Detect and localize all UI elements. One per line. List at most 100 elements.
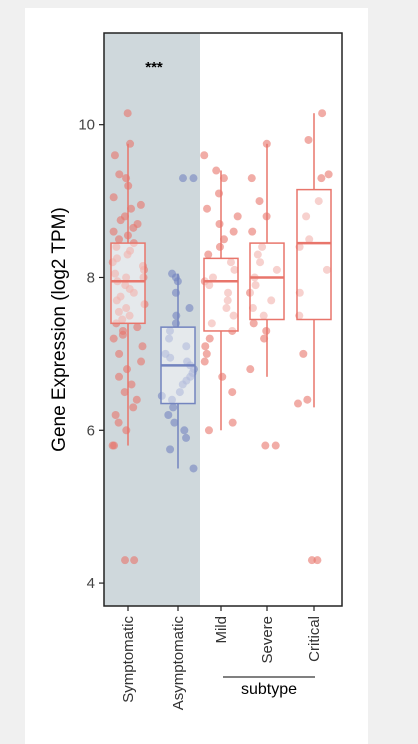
data-point bbox=[200, 151, 209, 160]
data-point bbox=[256, 258, 265, 267]
data-point bbox=[109, 334, 118, 343]
data-point bbox=[303, 395, 312, 404]
data-point bbox=[233, 212, 242, 221]
box-body bbox=[110, 242, 146, 325]
data-point bbox=[115, 349, 124, 358]
data-point bbox=[259, 311, 268, 320]
data-point bbox=[127, 380, 136, 389]
box-symptomatic bbox=[110, 143, 146, 446]
data-point bbox=[129, 288, 138, 297]
data-point bbox=[178, 380, 187, 389]
data-point bbox=[172, 311, 181, 320]
data-point bbox=[189, 464, 198, 473]
data-point bbox=[109, 193, 118, 202]
data-point bbox=[137, 357, 146, 366]
data-point bbox=[114, 307, 123, 316]
data-point bbox=[267, 296, 276, 305]
data-point bbox=[260, 334, 269, 343]
box-body bbox=[203, 257, 239, 332]
data-point bbox=[229, 227, 238, 236]
data-point bbox=[258, 242, 267, 251]
data-point bbox=[203, 204, 212, 213]
data-point bbox=[317, 174, 326, 183]
data-point bbox=[219, 174, 228, 183]
data-point bbox=[218, 372, 227, 381]
data-point bbox=[130, 556, 139, 565]
data-point bbox=[223, 296, 232, 305]
data-point bbox=[118, 330, 127, 339]
significance-annotation: *** bbox=[145, 59, 163, 76]
y-tick-label: 10 bbox=[78, 117, 95, 134]
data-point bbox=[205, 334, 214, 343]
data-point bbox=[112, 242, 121, 251]
data-point bbox=[271, 441, 280, 450]
data-point bbox=[322, 265, 331, 274]
data-point bbox=[253, 250, 262, 259]
box-severe bbox=[249, 143, 285, 377]
data-point bbox=[204, 426, 213, 435]
box-mild bbox=[203, 170, 239, 431]
data-point bbox=[157, 391, 166, 400]
data-point bbox=[114, 418, 123, 427]
data-point bbox=[133, 323, 142, 332]
data-point bbox=[249, 319, 258, 328]
data-point bbox=[299, 349, 308, 358]
data-point bbox=[166, 353, 175, 362]
data-point bbox=[175, 388, 184, 397]
data-point bbox=[122, 304, 131, 313]
data-point bbox=[222, 304, 231, 313]
data-point bbox=[230, 265, 239, 274]
data-point bbox=[115, 170, 124, 179]
data-point bbox=[261, 441, 270, 450]
x-tick-label-mild: Mild bbox=[213, 616, 230, 644]
data-point bbox=[122, 273, 131, 282]
data-point bbox=[313, 556, 322, 565]
data-point bbox=[185, 304, 194, 313]
data-point bbox=[229, 311, 238, 320]
y-axis-title: Gene Expression (log2 TPM) bbox=[49, 207, 70, 452]
data-point bbox=[248, 304, 257, 313]
data-point bbox=[123, 250, 132, 259]
data-point bbox=[164, 411, 173, 419]
data-point bbox=[122, 426, 131, 435]
y-tick-label: 6 bbox=[87, 422, 95, 439]
data-point bbox=[215, 242, 224, 251]
data-point bbox=[302, 212, 311, 221]
data-point bbox=[182, 342, 191, 351]
box-body bbox=[249, 242, 285, 321]
data-point bbox=[168, 395, 177, 404]
data-point bbox=[228, 388, 237, 397]
data-point bbox=[294, 399, 303, 408]
data-point bbox=[314, 197, 323, 206]
data-point bbox=[182, 433, 191, 442]
data-point bbox=[318, 109, 327, 118]
box-plot: 4 6 8 10 Symptomatic Asymptomatic Mild Severe Cr… bbox=[49, 32, 343, 711]
data-point bbox=[178, 174, 187, 183]
data-point bbox=[120, 388, 129, 397]
data-point bbox=[138, 342, 147, 351]
data-point bbox=[129, 403, 138, 412]
y-tick-label: 8 bbox=[87, 269, 95, 286]
plot-card: 4 6 8 10 Symptomatic Asymptomatic Mild Severe Cr… bbox=[25, 8, 368, 744]
data-point bbox=[122, 174, 131, 183]
x-tick-label-asymptomatic: Asymptomatic bbox=[170, 616, 187, 711]
data-point bbox=[112, 296, 121, 305]
data-point bbox=[180, 426, 189, 435]
data-point bbox=[251, 281, 260, 290]
box-body bbox=[296, 188, 332, 321]
data-point bbox=[111, 411, 120, 419]
data-point bbox=[170, 418, 179, 427]
data-point bbox=[304, 135, 313, 144]
data-point bbox=[219, 235, 228, 244]
data-point bbox=[214, 189, 223, 198]
data-point bbox=[121, 556, 130, 565]
data-point bbox=[215, 220, 224, 228]
x-tick-label-critical: Critical bbox=[306, 616, 323, 662]
box-asymptomatic bbox=[160, 273, 196, 469]
data-point bbox=[295, 288, 304, 297]
data-point bbox=[202, 349, 211, 358]
data-point bbox=[108, 441, 117, 450]
data-point bbox=[246, 365, 255, 374]
plot-frame bbox=[103, 32, 343, 607]
data-point bbox=[136, 200, 145, 209]
